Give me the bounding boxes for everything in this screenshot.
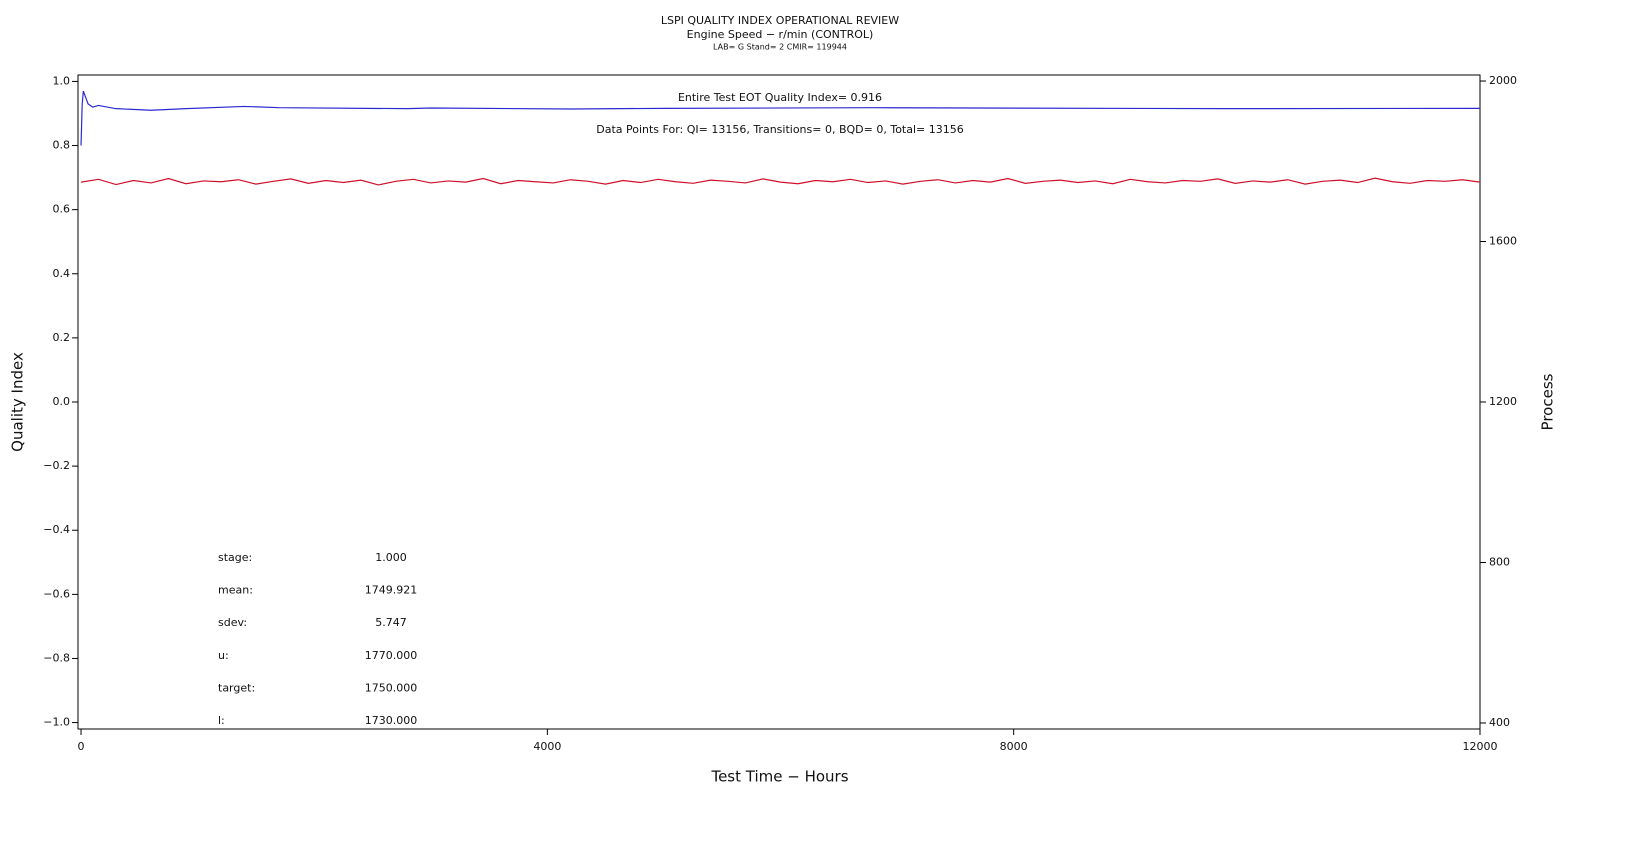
stat-label: u: [218,649,229,662]
x-axis-label: Test Time − Hours [710,768,848,786]
data-line [80,177,1481,186]
stat-label: l: [218,714,225,727]
y2-tick-label: 2000 [1489,74,1517,87]
annotation: Entire Test EOT Quality Index= 0.916 [678,91,882,104]
stat-value: 1730.000 [365,714,418,727]
stat-label: sdev: [218,616,247,629]
stat-value: 1770.000 [365,649,418,662]
y-tick-label: 0.6 [53,203,71,216]
stat-label: target: [218,681,255,694]
y-tick-label: −0.6 [43,587,70,600]
data-line [80,90,1481,146]
annotation: Data Points For: QI= 13156, Transitions=… [596,123,964,136]
y2-tick-label: 1200 [1489,395,1517,408]
x-tick-label: 0 [78,740,85,753]
y-tick-label: 0.4 [53,267,71,280]
y-tick-label: −1.0 [43,716,70,729]
x-tick-label: 4000 [533,740,561,753]
y-tick-label: 1.0 [53,74,71,87]
stat-value: 1.000 [375,551,407,564]
stat-label: stage: [218,551,252,564]
y-tick-label: −0.4 [43,523,70,536]
y2-axis-label: Process [1539,373,1557,430]
stat-value: 1750.000 [365,681,418,694]
chart-subtitle: LAB= G Stand= 2 CMIR= 119944 [713,43,847,52]
stat-value: 5.747 [375,616,407,629]
x-tick-label: 8000 [1000,740,1028,753]
y-tick-label: 0.8 [53,139,71,152]
stat-value: 1749.921 [365,584,418,597]
plot-frame [77,74,1481,730]
x-tick-label: 12000 [1463,740,1498,753]
y2-tick-label: 800 [1489,555,1510,568]
y-tick-label: −0.2 [43,459,70,472]
chart-title: LSPI QUALITY INDEX OPERATIONAL REVIEW [661,14,899,27]
y-axis-label: Quality Index [9,352,27,452]
y-tick-label: −0.8 [43,651,70,664]
y-tick-label: 0.0 [53,395,71,408]
y2-tick-label: 400 [1489,716,1510,729]
y-tick-label: 0.2 [53,331,71,344]
stat-label: mean: [218,584,253,597]
chart-subtitle: Engine Speed − r/min (CONTROL) [687,28,874,41]
y2-tick-label: 1600 [1489,235,1517,248]
